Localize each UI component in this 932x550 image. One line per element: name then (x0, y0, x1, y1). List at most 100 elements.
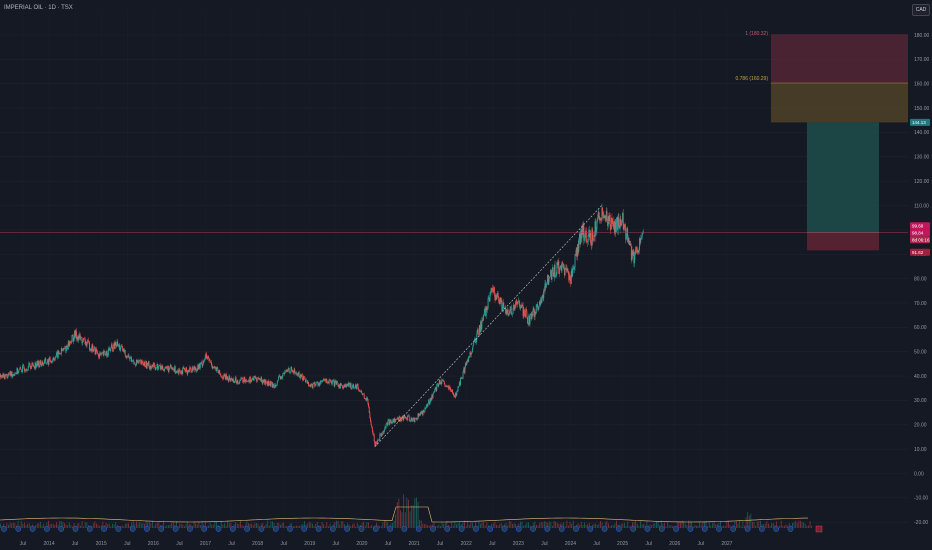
volume-bar (40, 521, 41, 528)
candle-body (243, 376, 245, 381)
candle-body (72, 335, 74, 342)
candle-body (631, 250, 633, 261)
volume-bar (649, 524, 651, 528)
volume-bar (683, 522, 685, 528)
x-tick-label: 2021 (408, 541, 419, 547)
volume-bar (542, 522, 544, 528)
candle-body (244, 376, 246, 383)
dividend-marker (744, 526, 751, 532)
candle-body (463, 368, 465, 373)
candle-body (493, 287, 495, 296)
candle-body (480, 321, 482, 333)
candle-body (246, 380, 248, 382)
candle-body (505, 309, 507, 314)
dividend-marker (515, 526, 522, 532)
candle-body (199, 363, 201, 369)
candle-body (177, 370, 179, 374)
candle-body (400, 417, 401, 421)
candle-body (532, 313, 533, 316)
volume-bar (350, 525, 352, 528)
candle-body (344, 384, 346, 387)
volume-bar (80, 525, 81, 528)
volume-bar (515, 523, 517, 528)
volume-bar (766, 521, 768, 528)
candle-body (595, 229, 597, 233)
volume-bar (72, 526, 73, 528)
candle-body (102, 352, 104, 353)
volume-bar (22, 523, 24, 528)
candle-body (18, 369, 20, 373)
candle-body (318, 383, 320, 386)
candle-body (343, 386, 345, 389)
dividend-marker (616, 526, 622, 532)
candle-body (472, 344, 474, 348)
candle-body (460, 378, 462, 385)
volume-bar (240, 521, 241, 528)
candle-body (296, 373, 298, 375)
candle-body (637, 250, 639, 252)
candle-body (66, 346, 68, 347)
candle-body (7, 376, 9, 379)
symbol-title[interactable]: IMPERIAL OIL · 1D · TSX (4, 5, 73, 11)
candle-body (491, 288, 493, 292)
volume-bar (646, 521, 648, 528)
candle-body (408, 416, 410, 421)
volume-bar (462, 522, 464, 528)
candle-body (305, 380, 307, 382)
volume-bar (785, 524, 787, 528)
volume-bar (772, 522, 774, 528)
currency-button[interactable]: CAD (912, 4, 930, 16)
candle-body (166, 366, 167, 368)
candle-body (451, 389, 453, 393)
volume-bar (200, 525, 201, 528)
candle-body (274, 384, 276, 387)
volume-bar (49, 523, 51, 528)
candle-body (380, 433, 382, 437)
volume-bar (244, 524, 246, 528)
position-zones: 1 (180.32) 0.786 (160.29) (735, 31, 908, 251)
candle-body (19, 368, 20, 370)
candle-body (53, 358, 55, 360)
candle-body (123, 348, 125, 353)
candle-body (515, 301, 517, 303)
dividend-marker (201, 526, 208, 532)
candle-body (134, 363, 136, 366)
volume-bar (520, 521, 521, 528)
volume-bar (280, 524, 281, 528)
candle-body (571, 270, 573, 277)
volume-bar (592, 524, 593, 528)
volume-bar (787, 525, 789, 528)
candle-body (463, 368, 465, 372)
volume-bar (456, 524, 457, 528)
candle-body (110, 344, 112, 348)
volume-bar (326, 522, 328, 528)
candle-body (266, 382, 268, 383)
dividend-marker (187, 526, 193, 532)
x-tick-label: 2024 (565, 541, 576, 547)
candle-body (396, 417, 398, 420)
dividend-marker (487, 526, 494, 532)
candle-body (602, 207, 604, 216)
candle-body (277, 379, 279, 382)
candle-body (162, 366, 164, 371)
candle-body (207, 356, 209, 358)
candle-body (306, 380, 308, 381)
volume-bar (712, 523, 713, 528)
volume-ma-line (0, 506, 809, 523)
candle-body (493, 287, 495, 292)
volume-bar (94, 521, 96, 528)
candle-body (13, 374, 15, 376)
candle-body (81, 337, 83, 344)
volume-bar (310, 522, 312, 528)
candle-body (178, 369, 180, 374)
candle-body (531, 313, 533, 320)
candle-body (625, 228, 627, 240)
volume-bar (491, 523, 493, 528)
candle-body (231, 377, 233, 379)
time-axis[interactable]: Jul 2014 Jul 2015 Jul 2016 Jul 2017 Jul 2018 Jul 20… (20, 541, 733, 547)
candle-body (628, 237, 630, 242)
candle-body (420, 411, 422, 414)
candle-body (398, 417, 400, 422)
y-tick-label: 50.00 (914, 349, 927, 355)
